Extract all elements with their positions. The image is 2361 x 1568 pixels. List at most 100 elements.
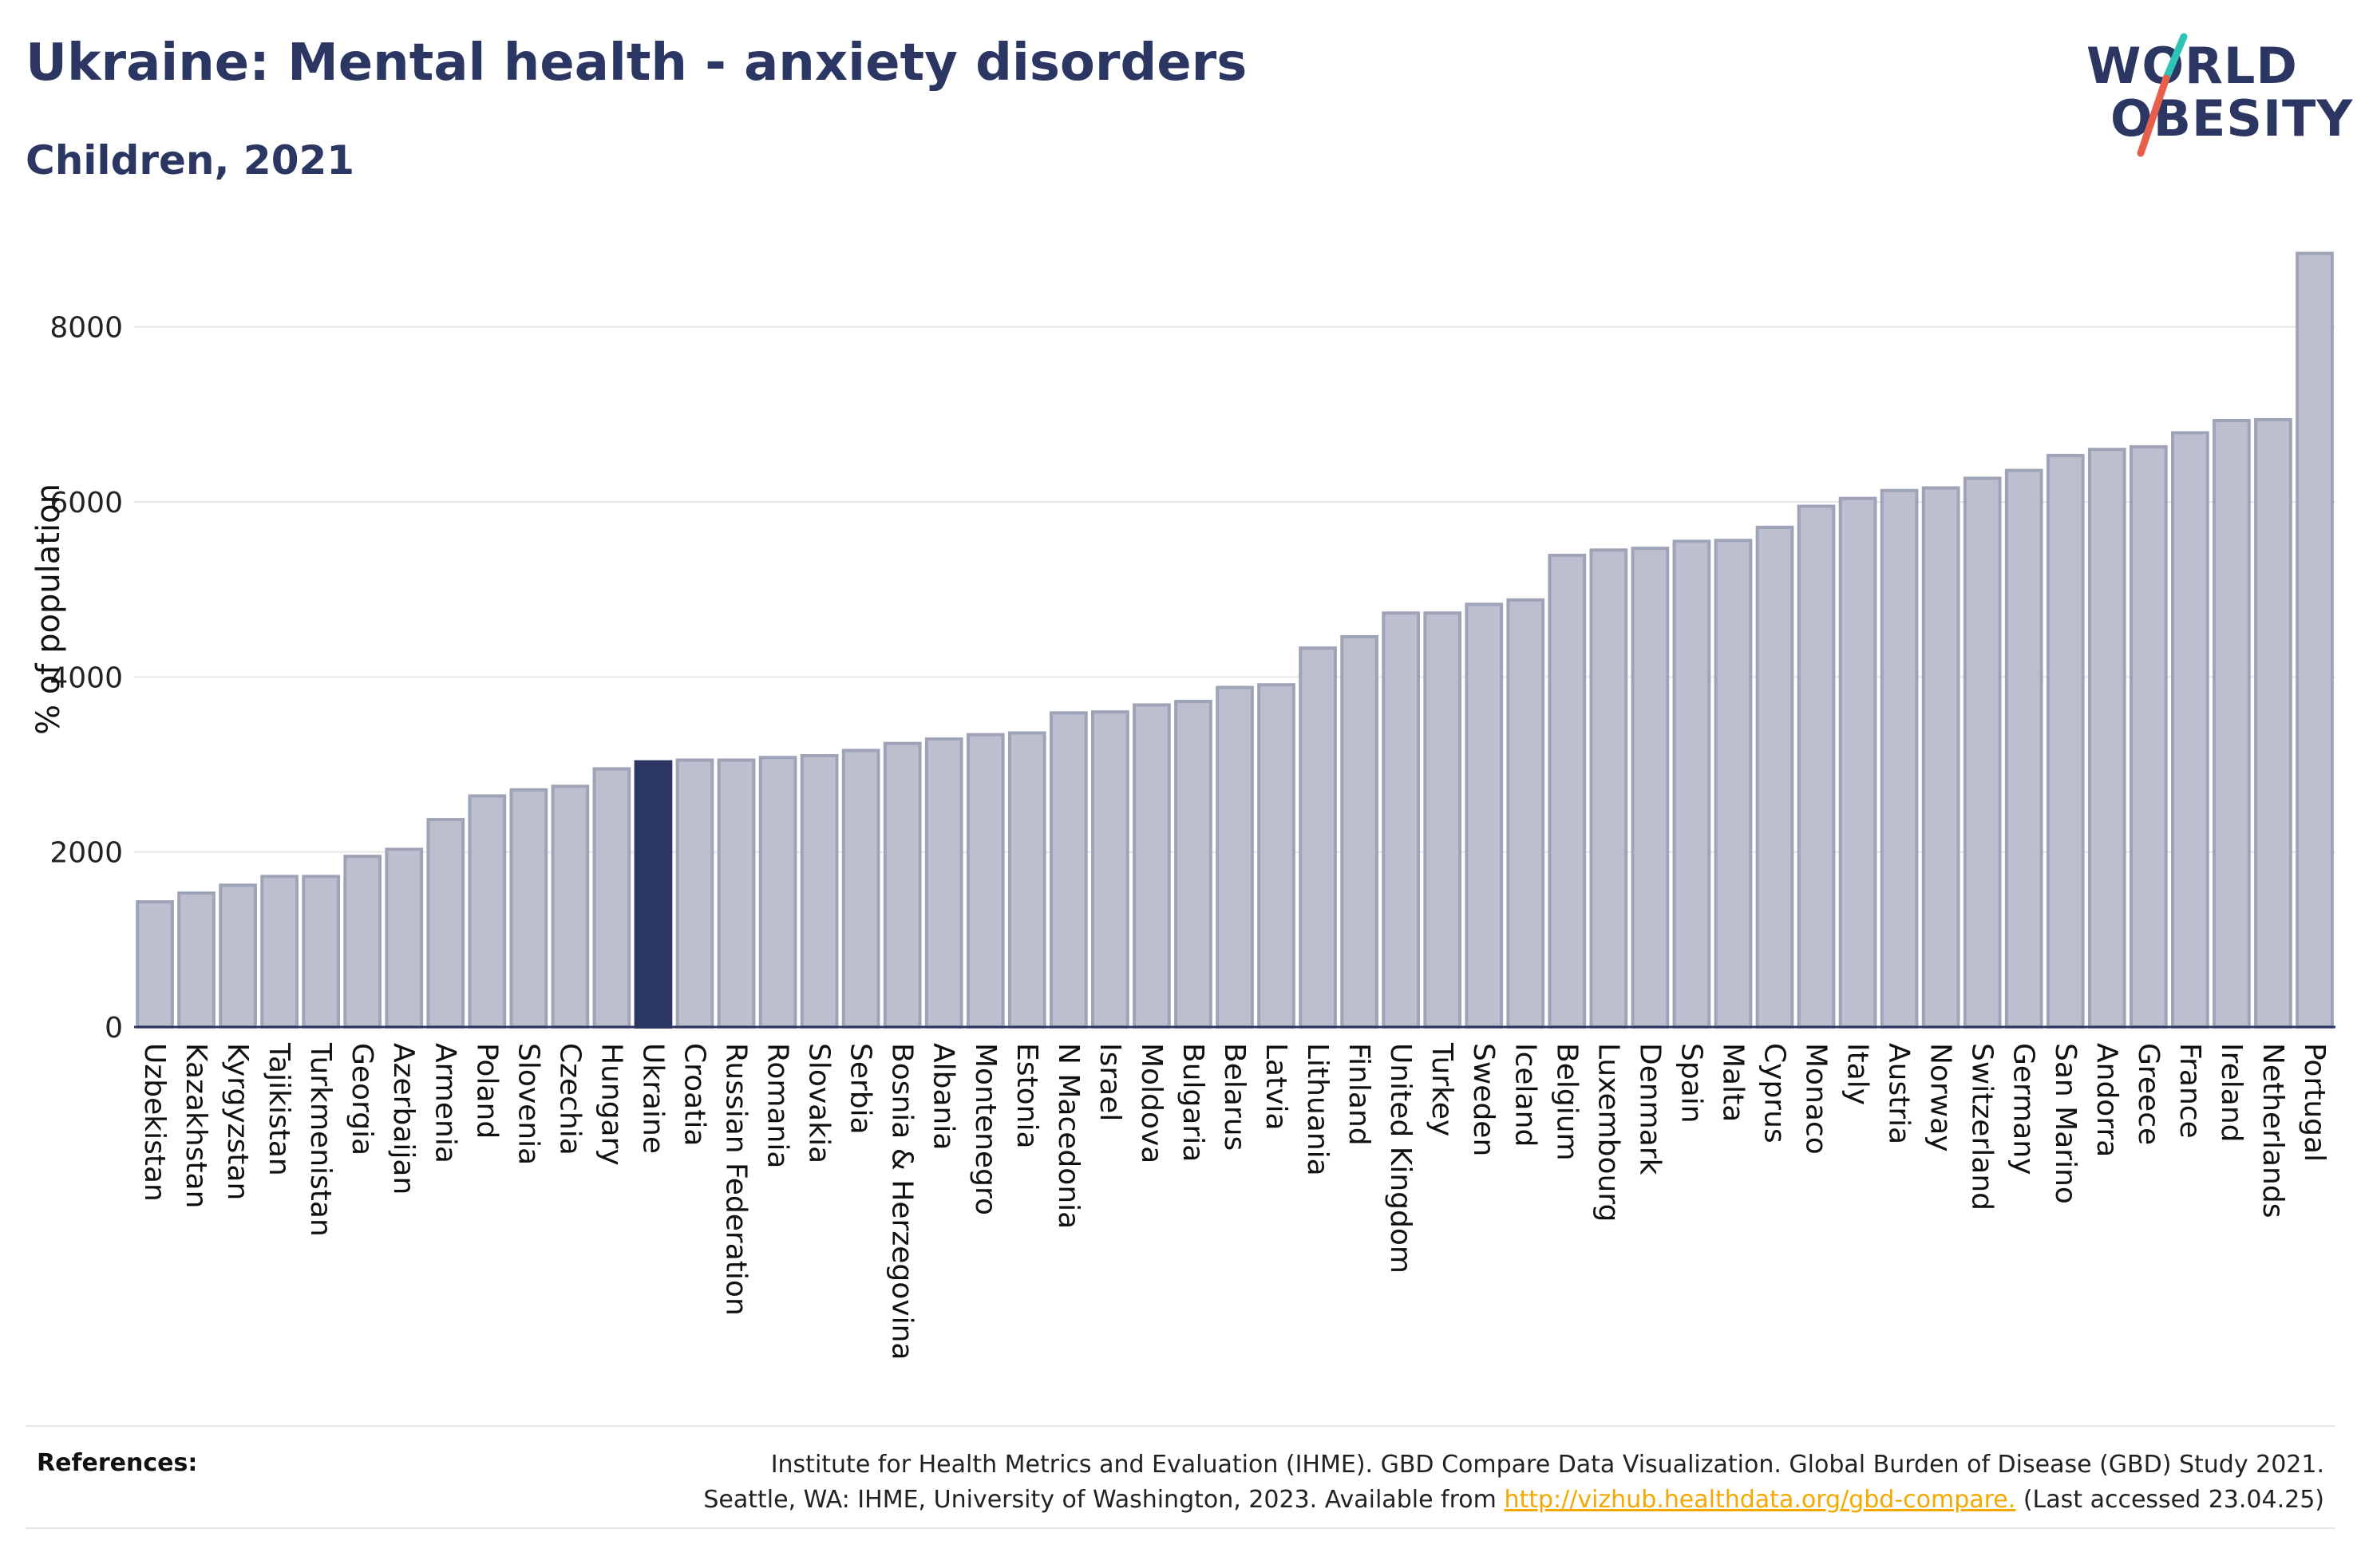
bar-united-kingdom[interactable] [1382,611,1421,1029]
bar-sweden[interactable] [1465,602,1504,1029]
page-title: Ukraine: Mental health - anxiety disorde… [26,34,1248,93]
bar-hungary[interactable] [592,767,631,1029]
bar-romania[interactable] [758,756,797,1029]
bar-kazakhstan[interactable] [177,891,216,1029]
bar-moldova[interactable] [1133,703,1171,1029]
bar-poland[interactable] [468,794,507,1029]
bar-serbia[interactable] [841,748,880,1029]
bar-netherlands[interactable] [2254,417,2292,1029]
reference-line-2: Seattle, WA: IHME, University of Washing… [703,1483,2324,1518]
bar-portugal[interactable] [2296,251,2334,1029]
x-tick-label: Portugal [2298,1043,2331,1162]
bars [136,251,2334,1029]
bar-san-marino[interactable] [2046,453,2085,1029]
bar-chart: 0 2000 4000 6000 8000 Uzbekistan Kazakhstan Kyr… [30,251,2335,1360]
bar-bosnia-herzegovina[interactable] [883,741,922,1029]
x-tick-label: Ukraine [636,1043,669,1154]
bar-latvia[interactable] [1257,683,1295,1029]
references-label: References: [37,1449,198,1477]
x-tick-label: Kazakhstan [180,1043,212,1208]
x-tick-label: Netherlands [2256,1043,2289,1218]
bar-montenegro[interactable] [966,733,1005,1029]
x-tick-label: Monaco [1800,1043,1833,1155]
x-tick-label: Montenegro [969,1043,1002,1215]
bar-tajikistan[interactable] [260,875,299,1029]
y-tick-label: 0 [105,1012,123,1045]
x-tick-label: Uzbekistan [138,1043,171,1202]
x-tick-label: Israel [1093,1043,1126,1121]
x-tick-label: Turkey [1426,1042,1458,1136]
world-obesity-logo: WORLD OBESITY [2083,32,2352,168]
bar-albania[interactable] [924,737,963,1029]
bar-uzbekistan[interactable] [136,900,174,1029]
logo-slash-icon [2137,33,2188,157]
bar-turkey[interactable] [1423,611,1462,1029]
x-tick-label: Turkmenistan [304,1042,337,1237]
x-tick-label: Serbia [844,1043,877,1135]
bar-azerbaijan[interactable] [385,847,424,1029]
x-tick-label: Italy [1841,1043,1874,1105]
bar-iceland[interactable] [1506,598,1545,1029]
x-tick-label: Bulgaria [1177,1043,1209,1162]
bar-kyrgyzstan[interactable] [219,883,257,1029]
bar-france[interactable] [2171,431,2209,1029]
bar-greece[interactable] [2129,444,2168,1029]
bar-austria[interactable] [1880,488,1919,1029]
reference-link[interactable]: http://vizhub.healthdata.org/gbd-compare… [1504,1486,2016,1514]
x-tick-label: Austria [1883,1043,1916,1144]
reference-line-2-suffix: (Last accessed 23.04.25) [2023,1486,2324,1514]
x-tick-label: Moldova [1135,1043,1168,1163]
x-tick-label: Kyrgyzstan [221,1043,254,1200]
x-tick-label: Germany [2007,1043,2040,1175]
x-tick-label: Malta [1716,1043,1749,1122]
x-tick-label: Denmark [1633,1043,1666,1175]
bar-belarus[interactable] [1216,685,1254,1029]
bar-norway[interactable] [1921,486,1960,1029]
bar-cyprus[interactable] [1755,525,1794,1029]
bar-denmark[interactable] [1631,547,1670,1029]
bar-switzerland[interactable] [1963,476,2002,1029]
x-tick-label: Bosnia & Herzegovina [886,1043,919,1360]
x-tick-label: Slovenia [512,1043,544,1165]
bar-belgium[interactable] [1548,553,1587,1029]
bar-finland[interactable] [1340,634,1378,1029]
bar-czechia[interactable] [551,784,590,1029]
bar-andorra[interactable] [2087,448,2126,1029]
x-tick-label: Spain [1675,1043,1707,1124]
references-text: Institute for Health Metrics and Evaluat… [703,1448,2324,1518]
bar-malta[interactable] [1714,539,1753,1029]
x-tick-label: Tajikistan [263,1042,295,1176]
bar-croatia[interactable] [675,758,714,1029]
bar-armenia[interactable] [426,818,465,1029]
reference-line-1: Institute for Health Metrics and Evaluat… [770,1451,2324,1479]
x-tick-label: Armenia [429,1043,461,1163]
bar-ireland[interactable] [2213,419,2251,1029]
bar-slovakia[interactable] [800,754,839,1029]
page-subtitle: Children, 2021 [26,137,355,184]
bar-lithuania[interactable] [1299,646,1337,1029]
x-tick-label: Norway [1924,1043,1957,1152]
bar-luxembourg[interactable] [1589,548,1628,1029]
x-tick-label: Russian Federation [720,1043,753,1316]
x-tick-label: Hungary [595,1043,627,1166]
bar-georgia[interactable] [343,855,382,1029]
bar-israel[interactable] [1091,710,1129,1029]
x-tick-label: France [2173,1043,2206,1139]
bar-spain[interactable] [1672,539,1711,1029]
x-tick-label: Belgium [1550,1043,1583,1161]
y-tick-label: 6000 [49,487,123,519]
x-tick-label: Georgia [346,1043,378,1155]
bar-n-macedonia[interactable] [1049,711,1088,1029]
bar-bulgaria[interactable] [1174,700,1212,1029]
bar-monaco[interactable] [1797,504,1836,1029]
x-tick-label: Romania [761,1043,794,1168]
bar-slovenia[interactable] [509,788,548,1029]
bar-turkmenistan[interactable] [302,875,341,1029]
bar-russian-federation[interactable] [717,758,756,1029]
bar-ukraine[interactable] [634,760,673,1029]
bar-germany[interactable] [2004,468,2043,1029]
x-tick-label: Switzerland [1966,1043,1999,1211]
x-tick-label: Sweden [1467,1043,1500,1156]
bar-italy[interactable] [1838,496,1877,1029]
bar-estonia[interactable] [1007,731,1046,1029]
